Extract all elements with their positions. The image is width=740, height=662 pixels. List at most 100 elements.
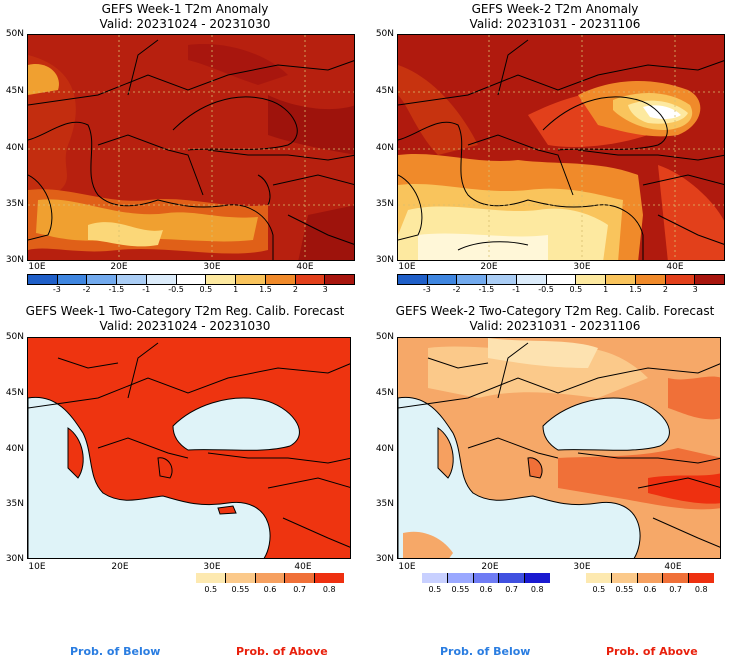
panel-week1-anomaly: GEFS Week-1 T2m Anomaly Valid: 20231024 …: [0, 0, 370, 300]
colorbar-above-ticks: 0.5 0.55 0.6 0.7 0.8: [196, 585, 344, 597]
y-tick: 30N: [5, 255, 24, 265]
y-tick: 50N: [5, 29, 24, 39]
prob-above-label: Prob. of Above: [606, 645, 698, 658]
colorbar-swatch: [265, 275, 296, 284]
panel-subtitle: Valid: 20231024 - 20231030: [99, 17, 271, 31]
colorbar-tick-label: 2: [292, 285, 298, 294]
panel-title: GEFS Week-1 T2m Anomaly: [101, 2, 269, 16]
colorbar-swatch: [546, 275, 577, 284]
panel-week1-probability: GEFS Week-1 Two-Category T2m Reg. Calib.…: [0, 300, 370, 662]
y-tick: 30N: [375, 554, 394, 564]
colorbar-tick-label: -2: [452, 285, 461, 294]
y-tick: 35N: [375, 499, 394, 509]
colorbar-tick-label: -3: [52, 285, 61, 294]
colorbar-tick-label: 0.7: [505, 585, 518, 594]
colorbar-tick-label: -0.5: [168, 285, 184, 294]
map-shading: [28, 338, 350, 558]
colorbar-tick-label: 3: [692, 285, 698, 294]
colorbar-swatch: [176, 275, 207, 284]
colorbar-swatch: [576, 275, 607, 284]
colorbar-swatch: [87, 275, 118, 284]
map-shading: [398, 338, 720, 558]
y-tick: 45N: [5, 388, 24, 398]
panel-subtitle: Valid: 20231031 - 20231106: [469, 17, 641, 31]
colorbar-swatch: [689, 573, 714, 583]
prob-below-label: Prob. of Below: [440, 645, 531, 658]
colorbar-swatch: [473, 573, 500, 583]
x-tick: 10E: [398, 562, 416, 572]
panel-title: GEFS Week-1 Two-Category T2m Reg. Calib.…: [25, 304, 345, 318]
prob-above-label: Prob. of Above: [236, 645, 328, 658]
x-tick: 30E: [203, 262, 221, 272]
colorbar-swatch: [637, 573, 664, 583]
colorbar-tick-label: -1.5: [478, 285, 495, 294]
colorbar: [397, 274, 725, 285]
colorbar-swatch: [635, 275, 666, 284]
panel-week2-probability: GEFS Week-2 Two-Category T2m Reg. Calib.…: [370, 300, 740, 662]
panel-subtitle: Valid: 20231024 - 20231030: [99, 319, 271, 333]
y-tick: 30N: [5, 554, 24, 564]
colorbar-tick-label: 0.6: [263, 585, 277, 594]
panel-week2-anomaly: GEFS Week-2 T2m Anomaly Valid: 20231031 …: [370, 0, 740, 300]
colorbar-tick-label: 1: [233, 285, 239, 294]
colorbar-swatch: [315, 573, 344, 583]
x-tick: 20E: [110, 262, 128, 272]
colorbar-swatch: [516, 275, 547, 284]
colorbar-below-ticks: 0.5 0.55 0.6 0.7 0.8: [422, 585, 550, 597]
colorbar-tick-label: -0.5: [538, 285, 554, 294]
colorbar-above: [196, 573, 344, 583]
colorbar-tick-label: 0.7: [293, 585, 306, 594]
colorbar-swatch: [255, 573, 286, 583]
colorbar-tick-label: 0.5: [199, 285, 213, 294]
x-tick: 40E: [296, 262, 314, 272]
y-tick: 40N: [375, 444, 394, 454]
y-tick: 35N: [5, 499, 24, 509]
colorbar-swatch: [487, 275, 517, 284]
map-shading: [28, 35, 354, 260]
x-tick: 40E: [294, 562, 312, 572]
colorbar-swatch: [665, 275, 696, 284]
colorbar-below: [422, 573, 550, 583]
colorbar-tick-label: 0.8: [322, 585, 336, 594]
colorbar-swatch: [295, 275, 326, 284]
y-tick: 50N: [375, 332, 394, 342]
colorbar-swatch: [398, 275, 428, 284]
probability-map: [397, 337, 721, 559]
colorbar-tick-label: -2: [82, 285, 91, 294]
colorbar-swatch: [117, 275, 147, 284]
colorbar-tick-label: 0.5: [204, 585, 218, 594]
colorbar-swatch: [236, 275, 266, 284]
colorbar-swatch: [611, 573, 638, 583]
colorbar-tick-label: 0.8: [694, 585, 708, 594]
colorbar-tick-label: 0.55: [451, 585, 470, 594]
colorbar-tick-label: -1: [142, 285, 151, 294]
y-tick: 40N: [5, 143, 24, 153]
colorbar-swatch: [427, 275, 458, 284]
colorbar-tick-label: 0.6: [479, 585, 493, 594]
colorbar-swatch: [499, 573, 526, 583]
anomaly-map: [27, 34, 355, 261]
x-tick: 10E: [398, 262, 416, 272]
colorbar-swatch: [285, 573, 316, 583]
x-tick: 20E: [481, 562, 499, 572]
colorbar-swatch: [457, 275, 488, 284]
x-tick: 30E: [573, 562, 591, 572]
colorbar-tick-label: 0.5: [592, 585, 606, 594]
probability-map: [27, 337, 351, 559]
colorbar-tick-label: -1: [512, 285, 521, 294]
colorbar-tick-label: -3: [422, 285, 431, 294]
y-tick: 30N: [375, 255, 394, 265]
colorbar-swatch: [325, 275, 355, 284]
anomaly-map: [397, 34, 725, 261]
x-tick: 30E: [203, 562, 221, 572]
colorbar-swatch: [447, 573, 474, 583]
y-tick: 35N: [5, 199, 24, 209]
panel-title: GEFS Week-2 T2m Anomaly: [471, 2, 639, 16]
x-tick: 40E: [664, 562, 682, 572]
colorbar-swatch: [695, 275, 725, 284]
colorbar-swatch: [28, 275, 58, 284]
colorbar-tick-label: 3: [322, 285, 328, 294]
x-tick: 30E: [573, 262, 591, 272]
colorbar-tick-label: 0.55: [231, 585, 250, 594]
colorbar-tick-label: 0.5: [569, 285, 583, 294]
